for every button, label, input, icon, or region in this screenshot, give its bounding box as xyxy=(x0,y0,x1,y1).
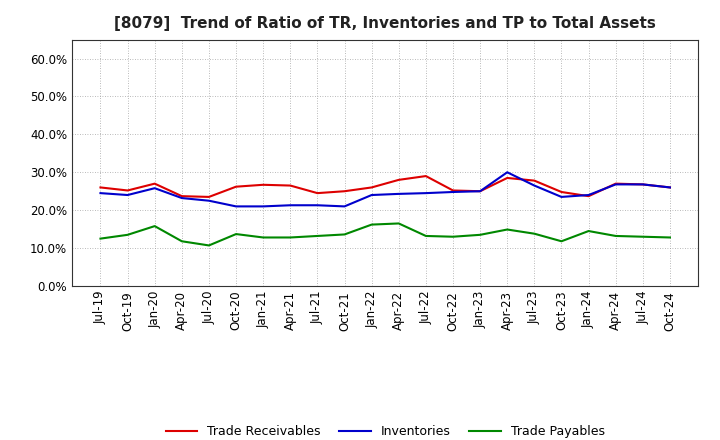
Inventories xyxy=(341,204,349,209)
Trade Receivables xyxy=(367,185,376,190)
Trade Receivables xyxy=(341,189,349,194)
Trade Receivables xyxy=(204,194,213,200)
Inventories xyxy=(204,198,213,203)
Trade Receivables xyxy=(150,181,159,186)
Inventories xyxy=(665,185,674,190)
Trade Payables xyxy=(665,235,674,240)
Inventories xyxy=(421,191,430,196)
Trade Payables xyxy=(313,233,322,238)
Trade Payables xyxy=(341,232,349,237)
Trade Receivables xyxy=(232,184,240,189)
Inventories xyxy=(449,189,457,194)
Trade Receivables xyxy=(96,185,105,190)
Trade Payables xyxy=(96,236,105,241)
Trade Payables xyxy=(530,231,539,236)
Trade Payables xyxy=(204,243,213,248)
Trade Receivables xyxy=(584,194,593,199)
Trade Payables xyxy=(584,228,593,234)
Inventories xyxy=(557,194,566,200)
Inventories xyxy=(259,204,268,209)
Trade Receivables xyxy=(503,175,511,180)
Inventories xyxy=(367,192,376,198)
Trade Payables xyxy=(367,222,376,227)
Trade Receivables xyxy=(123,188,132,193)
Trade Receivables xyxy=(476,189,485,194)
Inventories xyxy=(150,186,159,191)
Inventories xyxy=(96,191,105,196)
Trade Payables xyxy=(476,232,485,238)
Trade Payables xyxy=(503,227,511,232)
Trade Receivables xyxy=(665,185,674,190)
Trade Receivables xyxy=(395,177,403,183)
Trade Receivables xyxy=(421,173,430,179)
Inventories xyxy=(123,192,132,198)
Trade Payables xyxy=(557,238,566,244)
Trade Payables xyxy=(286,235,294,240)
Inventories xyxy=(232,204,240,209)
Inventories xyxy=(584,192,593,198)
Trade Payables xyxy=(611,233,620,238)
Trade Payables xyxy=(232,231,240,237)
Inventories xyxy=(313,202,322,208)
Trade Receivables xyxy=(286,183,294,188)
Inventories xyxy=(178,195,186,201)
Trade Receivables xyxy=(530,178,539,183)
Line: Trade Receivables: Trade Receivables xyxy=(101,176,670,197)
Line: Trade Payables: Trade Payables xyxy=(101,224,670,246)
Line: Inventories: Inventories xyxy=(101,172,670,206)
Legend: Trade Receivables, Inventories, Trade Payables: Trade Receivables, Inventories, Trade Pa… xyxy=(161,420,610,440)
Inventories xyxy=(286,202,294,208)
Trade Receivables xyxy=(611,181,620,186)
Trade Payables xyxy=(259,235,268,240)
Trade Receivables xyxy=(178,194,186,199)
Trade Payables xyxy=(421,233,430,238)
Trade Payables xyxy=(395,221,403,226)
Inventories xyxy=(503,170,511,175)
Inventories xyxy=(395,191,403,197)
Trade Receivables xyxy=(313,191,322,196)
Trade Payables xyxy=(123,232,132,238)
Trade Receivables xyxy=(557,189,566,194)
Inventories xyxy=(476,189,485,194)
Title: [8079]  Trend of Ratio of TR, Inventories and TP to Total Assets: [8079] Trend of Ratio of TR, Inventories… xyxy=(114,16,656,32)
Inventories xyxy=(639,182,647,187)
Trade Receivables xyxy=(639,182,647,187)
Trade Payables xyxy=(150,224,159,229)
Trade Payables xyxy=(639,234,647,239)
Trade Receivables xyxy=(449,188,457,193)
Inventories xyxy=(530,183,539,188)
Trade Receivables xyxy=(259,182,268,187)
Trade Payables xyxy=(449,234,457,239)
Inventories xyxy=(611,182,620,187)
Trade Payables xyxy=(178,238,186,244)
